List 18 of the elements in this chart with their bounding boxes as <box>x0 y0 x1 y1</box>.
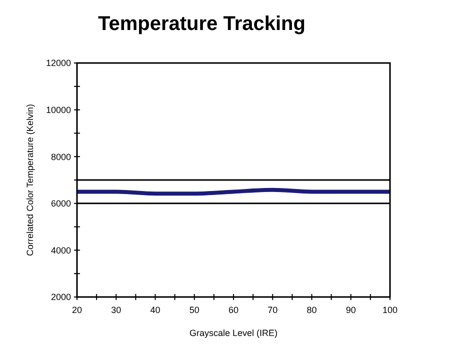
y-tick-label: 4000 <box>50 245 71 256</box>
x-axis-title: Grayscale Level (IRE) <box>189 328 278 338</box>
x-tick-label: 80 <box>306 305 317 315</box>
y-tick-label: 12000 <box>46 58 71 68</box>
x-tick-label: 100 <box>382 305 398 315</box>
y-tick-label: 8000 <box>50 152 71 162</box>
x-tick-label: 90 <box>346 305 356 315</box>
y-axis-title: Correlated Color Temperature (Kelvin) <box>25 104 35 256</box>
x-tick-label: 70 <box>268 305 278 315</box>
y-tick-label: 10000 <box>46 104 71 115</box>
x-tick-label: 20 <box>72 305 82 315</box>
y-tick-label: 2000 <box>50 292 71 302</box>
x-tick-label: 60 <box>228 305 239 315</box>
x-tick-label: 30 <box>111 305 122 315</box>
y-tick-label: 6000 <box>50 198 71 209</box>
x-tick-label: 50 <box>189 305 200 315</box>
chart-title: Temperature Tracking <box>98 13 306 35</box>
x-tick-label: 40 <box>150 305 160 315</box>
